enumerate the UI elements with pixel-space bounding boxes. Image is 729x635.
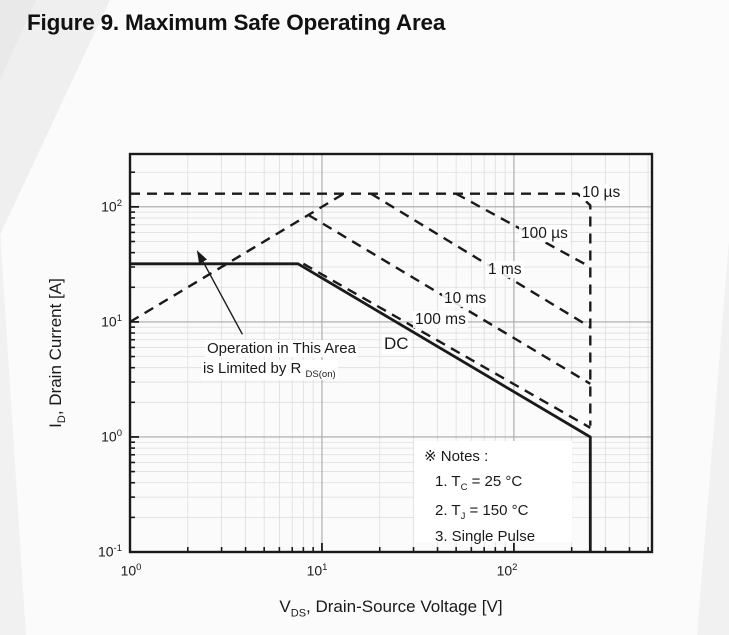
- curve-label-10us: 10 µs: [580, 184, 623, 202]
- y-tick-label: 102: [101, 198, 122, 215]
- annotation-text-line1: Operation in This Area: [205, 340, 358, 357]
- y-tick-label: 10-1: [97, 543, 122, 560]
- curve-label-100us: 100 µs: [519, 225, 570, 243]
- curve-label-100ms: 100 ms: [413, 311, 468, 329]
- note-item: 2. TJ = 150 °C: [435, 502, 529, 522]
- curve-label-10ms: 10 ms: [442, 290, 489, 308]
- curve-10-ms: [307, 213, 591, 385]
- curve-label-1ms: 1 ms: [486, 261, 524, 279]
- x-tick-label: 101: [306, 562, 328, 579]
- annotation-text-line2: is Limited by R DS(on): [201, 360, 338, 380]
- y-tick-label: 100: [101, 428, 122, 445]
- x-axis-title: VDS, Drain-Source Voltage [V]: [279, 597, 503, 620]
- notes-header: ※ Notes :: [424, 448, 489, 465]
- curve-1-ms: [370, 192, 591, 329]
- y-tick-label: 101: [101, 313, 122, 330]
- x-tick-label: 102: [496, 562, 518, 579]
- curve-dc: [130, 262, 592, 552]
- curve-label-dc: DC: [382, 334, 411, 354]
- curve-100-ms: [302, 262, 591, 429]
- note-item: 1. TC = 25 °C: [435, 473, 523, 493]
- x-tick-label: 100: [120, 562, 142, 579]
- note-item: 3. Single Pulse: [435, 528, 536, 545]
- curve-10-s: [130, 192, 592, 426]
- figure-title: Figure 9. Maximum Safe Operating Area: [27, 10, 446, 35]
- curve-rds-on-limit-line: [129, 192, 345, 323]
- y-axis-title: ID, Drain Current [A]: [45, 278, 69, 428]
- annotation-arrow-head: [196, 250, 208, 264]
- notes-box: ※ Notes : 1. TC = 25 °C 2. TJ = 150 °C 3…: [414, 441, 572, 545]
- plot-frame: [128, 152, 654, 554]
- annotation-arrow-line: [198, 253, 244, 335]
